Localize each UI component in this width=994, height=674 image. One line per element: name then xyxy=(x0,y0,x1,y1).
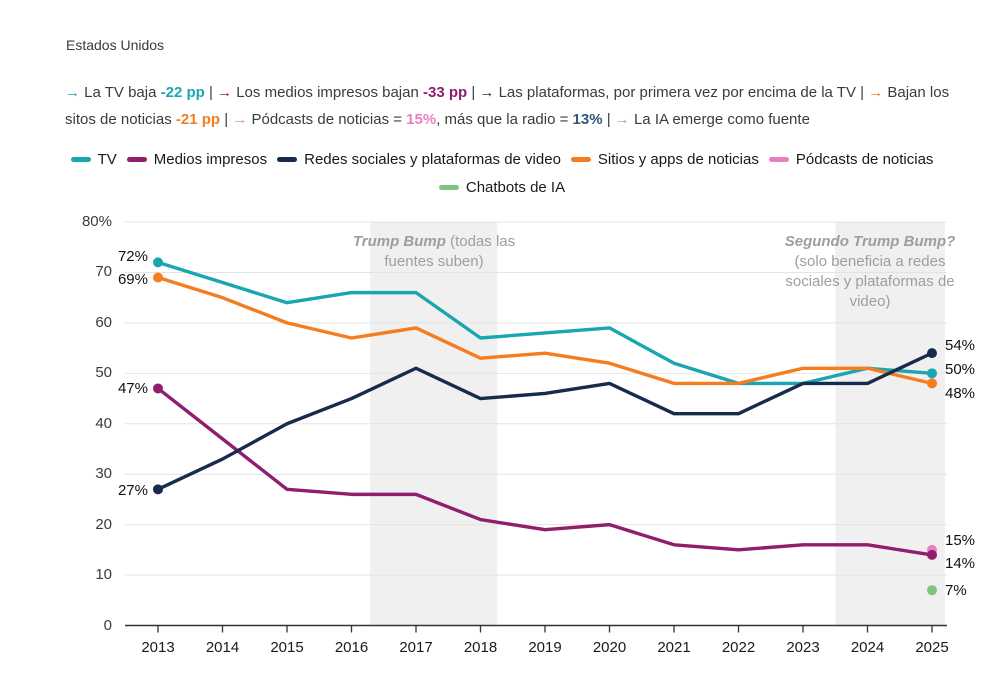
data-point-dot xyxy=(153,272,163,283)
arrow-icon: → xyxy=(868,84,888,101)
arrow-icon: → xyxy=(217,84,237,101)
legend-item-label: Medios impresos xyxy=(153,151,268,168)
legend-marker-icon xyxy=(126,156,147,162)
series-end-value-label: 48% xyxy=(945,385,976,403)
subtitle-text: , más que la radio = xyxy=(436,111,573,128)
annotation-segundo-trump-bump: Segundo Trump Bump? (solo beneficia a re… xyxy=(778,232,962,312)
x-axis-tick-label: 2014 xyxy=(205,639,240,656)
subtitle-text: Las plataformas, por primera vez por enc… xyxy=(498,84,856,101)
y-axis-tick-label: 20 xyxy=(95,515,112,533)
y-axis-tick-label: 80% xyxy=(81,213,112,230)
x-axis-tick-label: 2013 xyxy=(141,639,175,656)
x-axis-tick-label: 2025 xyxy=(915,639,949,656)
y-axis-tick-label: 30 xyxy=(95,465,112,483)
series-line xyxy=(156,386,934,557)
y-axis-tick-label: 70 xyxy=(95,263,112,281)
legend-marker-icon xyxy=(438,184,459,190)
legend-marker-icon xyxy=(768,156,789,162)
x-axis-tick-label: 2021 xyxy=(657,639,691,656)
legend-item-label: Redes sociales y plataformas de video xyxy=(304,151,561,168)
series-start-value-label: 72% xyxy=(117,248,148,266)
page-title: Estados Unidos xyxy=(66,37,165,53)
x-axis-tick-label: 2023 xyxy=(786,639,820,656)
x-axis-tick-label: 2015 xyxy=(270,639,304,656)
series-end-value-label: 54% xyxy=(945,337,976,355)
subtitle-text: La IA emerge como fuente xyxy=(633,111,810,128)
data-point-dot xyxy=(927,549,937,560)
legend-marker-icon xyxy=(570,156,591,162)
legend-item-label: TV xyxy=(97,151,117,168)
subtitle-text: 13% xyxy=(572,111,603,128)
annotation-plain-text: (solo beneficia a redes sociales y plata… xyxy=(785,253,955,310)
y-axis-tick-label: 40 xyxy=(95,414,112,432)
series-end-value-label: 50% xyxy=(945,361,976,379)
x-axis-tick-label: 2018 xyxy=(463,639,498,656)
legend-marker-icon xyxy=(70,156,91,162)
x-axis-tick-label: 2022 xyxy=(721,639,756,656)
data-point-dot xyxy=(927,585,937,596)
subtitle-text: | xyxy=(602,111,615,128)
x-axis-tick-label: 2019 xyxy=(528,639,562,656)
series-start-value-label: 69% xyxy=(117,271,148,289)
data-point-dot xyxy=(927,348,937,359)
subtitle-text: -22 pp xyxy=(160,84,205,101)
subtitle-text: Pódcasts de noticias = xyxy=(251,111,407,128)
arrow-icon: → xyxy=(65,84,85,101)
subtitle-text: | xyxy=(467,84,480,101)
chart-subtitle: → La TV baja -22 pp | → Los medios impre… xyxy=(65,79,955,133)
annotation-bold-text: Trump Bump xyxy=(352,233,446,250)
legend-marker-icon xyxy=(277,156,298,162)
legend-item-label: Pódcasts de noticias xyxy=(795,151,934,168)
annotation-bold-text: Segundo Trump Bump? xyxy=(784,233,956,250)
series-line xyxy=(156,351,934,492)
x-axis-tick-label: 2017 xyxy=(399,639,433,656)
y-axis-tick-label: 50 xyxy=(95,364,112,382)
y-axis-tick-label: 0 xyxy=(103,616,112,634)
subtitle-text: | xyxy=(220,111,233,128)
arrow-icon: → xyxy=(479,84,499,101)
data-point-dot xyxy=(927,378,937,389)
legend-item-label: Chatbots de IA xyxy=(465,179,566,196)
data-point-dot xyxy=(927,368,937,379)
arrow-icon: → xyxy=(232,111,252,128)
annotation-trump-bump: Trump Bump (todas las fuentes suben) xyxy=(336,232,532,272)
subtitle-text: | xyxy=(855,84,869,101)
subtitle-text: La TV baja xyxy=(84,84,161,101)
data-point-dot xyxy=(153,383,163,394)
series-end-value-label: 14% xyxy=(945,554,976,572)
y-axis-tick-label: 60 xyxy=(95,313,112,331)
chart-legend: TV Medios impresos Redes sociales y plataf… xyxy=(52,146,942,202)
series-line xyxy=(156,275,934,386)
series-start-value-label: 47% xyxy=(117,380,148,398)
subtitle-text: 15% xyxy=(406,111,437,128)
annotation-plain-text: (todas las fuentes suben) xyxy=(384,233,516,270)
x-axis-tick-label: 2020 xyxy=(592,639,627,656)
arrow-icon: → xyxy=(614,111,634,128)
series-end-value-label: 15% xyxy=(945,531,976,549)
y-axis-tick-label: 10 xyxy=(95,566,112,584)
subtitle-text: -33 pp xyxy=(422,84,468,101)
x-axis-tick-label: 2016 xyxy=(334,639,369,656)
subtitle-text: Bajan los sitos de noticias xyxy=(65,84,950,128)
subtitle-text: Los medios impresos bajan xyxy=(236,84,423,101)
subtitle-text: | xyxy=(204,84,218,101)
data-point-dot xyxy=(153,257,163,268)
data-point-dot xyxy=(153,484,163,495)
legend-item-label: Sitios y apps de noticias xyxy=(597,151,759,168)
x-axis-tick-label: 2024 xyxy=(850,639,885,656)
subtitle-text: -21 pp xyxy=(175,111,221,128)
series-end-value-label: 7% xyxy=(945,582,967,600)
series-start-value-label: 27% xyxy=(117,482,148,500)
